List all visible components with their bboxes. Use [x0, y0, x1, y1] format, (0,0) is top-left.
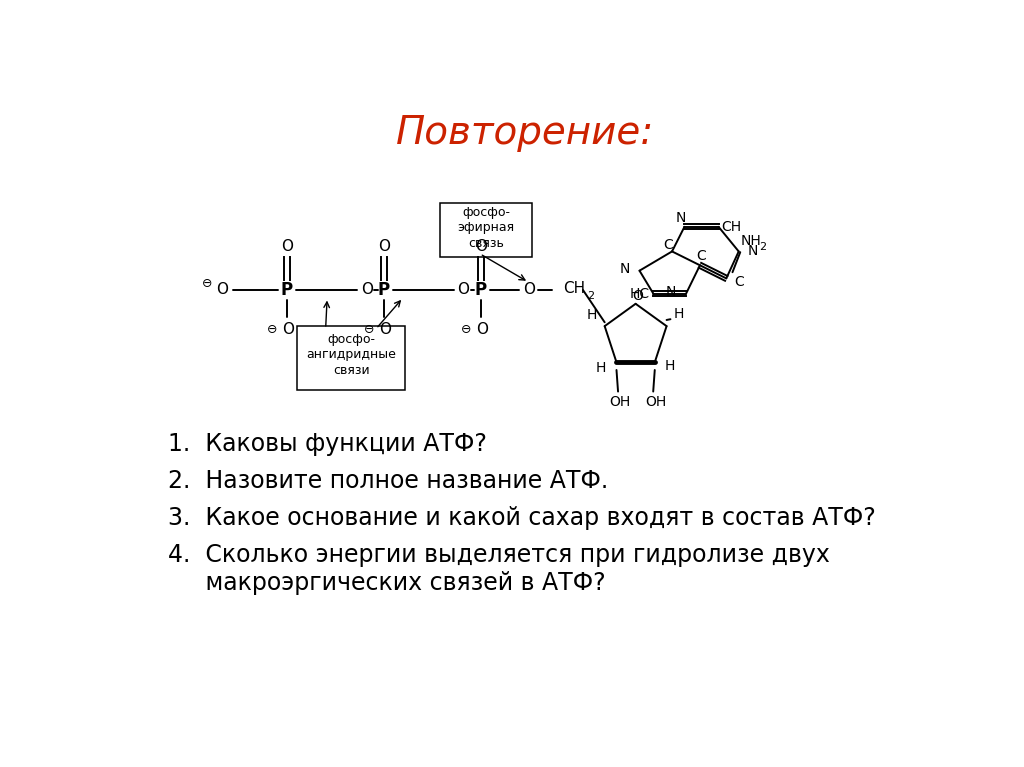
Text: ⊖: ⊖ [461, 324, 471, 337]
Text: O: O [458, 282, 470, 298]
Text: O: O [475, 239, 486, 254]
Text: CH: CH [563, 281, 585, 296]
Text: P: P [474, 281, 486, 299]
Text: OH: OH [609, 395, 630, 410]
Text: N: N [620, 262, 630, 276]
Text: CH: CH [722, 220, 741, 234]
Text: O: O [378, 239, 390, 254]
Text: O: O [379, 322, 391, 337]
Text: H: H [665, 359, 676, 373]
Text: P: P [378, 281, 390, 299]
Text: C: C [696, 249, 707, 263]
Text: O: O [476, 322, 488, 337]
Text: фосфо-
эфирная
связь: фосфо- эфирная связь [458, 206, 515, 249]
Text: HC: HC [630, 287, 649, 301]
Text: 2.  Назовите полное название АТФ.: 2. Назовите полное название АТФ. [168, 469, 608, 493]
Text: 2: 2 [759, 242, 766, 252]
Text: O: O [216, 282, 228, 298]
Text: 3.  Какое основание и какой сахар входят в состав АТФ?: 3. Какое основание и какой сахар входят … [168, 506, 877, 530]
Text: ⊖: ⊖ [202, 276, 212, 289]
FancyBboxPatch shape [297, 326, 406, 390]
Text: 2: 2 [587, 291, 594, 301]
Text: N: N [666, 285, 676, 299]
Text: P: P [281, 281, 293, 299]
Text: Повторение:: Повторение: [395, 114, 654, 153]
Text: O: O [360, 282, 373, 298]
Text: 4.  Сколько энергии выделяется при гидролизе двух
     макроэргических связей в : 4. Сколько энергии выделяется при гидрол… [168, 543, 830, 595]
Text: H: H [596, 361, 606, 376]
Text: C: C [664, 239, 673, 252]
Text: ⊖: ⊖ [267, 324, 278, 337]
Text: NH: NH [740, 235, 761, 249]
Text: OH: OH [646, 395, 667, 410]
Text: H: H [674, 307, 684, 321]
Text: фосфо-
ангидридные
связи: фосфо- ангидридные связи [306, 333, 396, 377]
Text: O: O [283, 322, 295, 337]
Text: O: O [522, 282, 535, 298]
Text: O: O [633, 289, 643, 303]
Text: C: C [734, 275, 743, 289]
Text: 1.  Каковы функции АТФ?: 1. Каковы функции АТФ? [168, 433, 487, 456]
Text: N: N [676, 211, 686, 225]
Text: O: O [281, 239, 293, 254]
Text: N: N [748, 245, 759, 258]
FancyBboxPatch shape [440, 203, 531, 257]
Text: ⊖: ⊖ [364, 324, 375, 337]
Text: H: H [587, 308, 597, 322]
